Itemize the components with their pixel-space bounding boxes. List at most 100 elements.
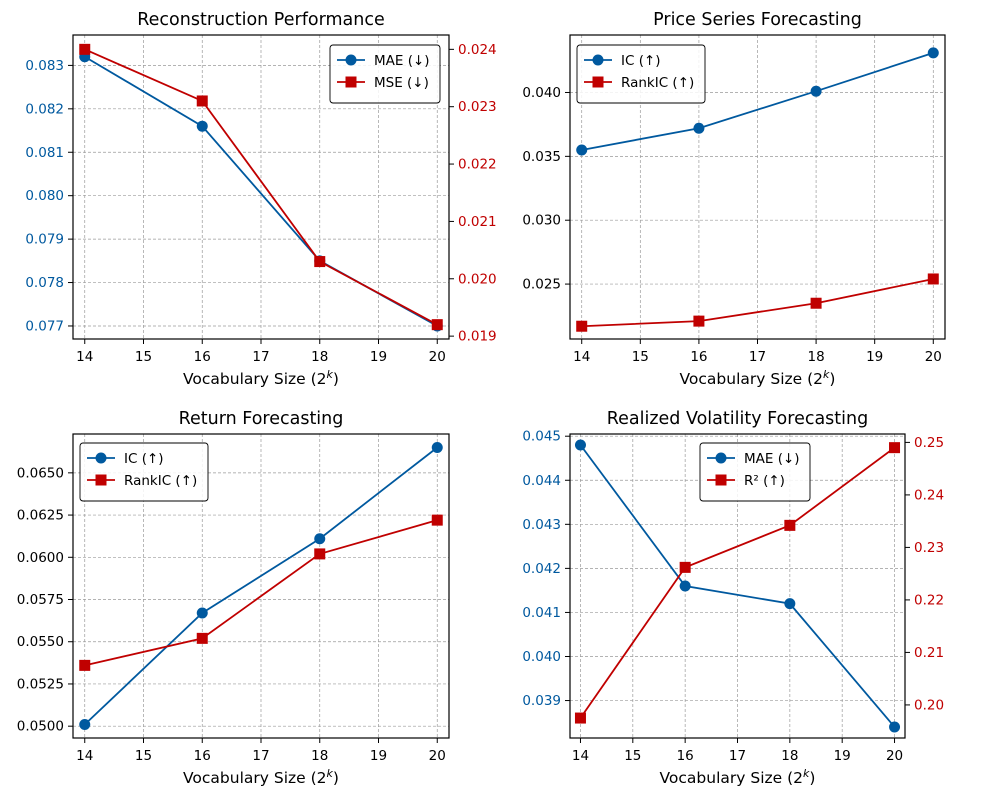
data-point xyxy=(196,95,208,107)
legend: IC (↑) RankIC (↑) xyxy=(576,44,706,104)
y-tick-label: 0.078 xyxy=(25,275,64,291)
y-tick-label: 0.080 xyxy=(25,188,64,204)
legend-marker xyxy=(715,474,727,486)
subplot-1: Reconstruction Performance 14 15 16 17 18 19 20… xyxy=(25,10,496,388)
legend-label: MAE (↓) xyxy=(374,53,430,69)
y2-tick-label: 0.022 xyxy=(458,157,497,173)
x-tick-label: 18 xyxy=(311,748,328,764)
y-tick-label: 0.042 xyxy=(522,561,561,577)
x-tick-label: 15 xyxy=(632,349,649,365)
data-point xyxy=(196,607,208,619)
y-tick-label: 0.025 xyxy=(522,277,561,293)
y-tick-label: 0.045 xyxy=(522,429,561,445)
x-tick-label: 20 xyxy=(886,748,903,764)
x-tick-label: 19 xyxy=(834,748,851,764)
legend-label: IC (↑) xyxy=(124,451,164,467)
y2-tick-label: 0.019 xyxy=(458,329,497,345)
plot-frame xyxy=(72,433,450,739)
chart-title: Reconstruction Performance xyxy=(137,10,384,30)
legend-marker xyxy=(592,54,604,66)
y2-tick-label: 0.024 xyxy=(458,42,497,58)
x-tick-label: 19 xyxy=(370,349,387,365)
y-tick-label: 0.081 xyxy=(25,145,64,161)
y2-tick-label: 0.020 xyxy=(458,271,497,287)
legend-marker xyxy=(345,76,357,88)
x-tick-label: 19 xyxy=(370,748,387,764)
y-tick-label: 0.0625 xyxy=(17,508,64,524)
data-point xyxy=(196,632,208,644)
legend-marker xyxy=(95,452,107,464)
data-point xyxy=(810,85,822,97)
y-tick-label: 0.041 xyxy=(522,605,561,621)
series-line-2 xyxy=(84,48,438,326)
x-tick-label: 16 xyxy=(194,349,211,365)
data-point xyxy=(79,718,91,730)
series-line-2 xyxy=(84,519,438,667)
data-point xyxy=(314,548,326,560)
legend-label: MSE (↓) xyxy=(374,75,429,91)
legend-label: RankIC (↑) xyxy=(621,75,694,91)
data-point xyxy=(314,256,326,268)
y-tick-label: 0.082 xyxy=(25,101,64,117)
data-point xyxy=(79,659,91,671)
series-line-1 xyxy=(579,444,896,728)
y2-tick-label: 0.023 xyxy=(458,99,497,115)
data-point xyxy=(889,442,901,454)
y-tick-label: 0.044 xyxy=(522,473,561,489)
x-tick-label: 14 xyxy=(76,748,93,764)
data-point xyxy=(314,533,326,545)
data-point xyxy=(576,144,588,156)
data-point xyxy=(574,712,586,724)
legend-label: MAE (↓) xyxy=(744,451,800,467)
x-tick-label: 18 xyxy=(781,748,798,764)
data-point xyxy=(431,514,443,526)
x-tick-label: 15 xyxy=(135,349,152,365)
data-point xyxy=(927,47,939,59)
plot-frame xyxy=(569,433,906,739)
data-point xyxy=(679,561,691,573)
x-tick-label: 17 xyxy=(749,349,766,365)
data-point xyxy=(196,120,208,132)
y2-tick-label: 0.21 xyxy=(914,645,944,661)
x-tick-label: 18 xyxy=(311,349,328,365)
y-tick-label: 0.043 xyxy=(522,517,561,533)
x-tick-label: 14 xyxy=(572,748,589,764)
chart-title: Return Forecasting xyxy=(179,409,344,429)
series-line-2 xyxy=(579,446,896,719)
x-tick-label: 17 xyxy=(252,748,269,764)
legend-label: R² (↑) xyxy=(744,473,785,489)
legend-label: IC (↑) xyxy=(621,53,661,69)
legend-label: RankIC (↑) xyxy=(124,473,197,489)
x-tick-label: 16 xyxy=(690,349,707,365)
x-tick-label: 20 xyxy=(429,748,446,764)
y-tick-label: 0.079 xyxy=(25,232,64,248)
chart-title: Price Series Forecasting xyxy=(653,10,862,30)
y-tick-label: 0.083 xyxy=(25,58,64,74)
y2-tick-label: 0.22 xyxy=(914,592,944,608)
y-tick-label: 0.0600 xyxy=(17,550,64,566)
data-point xyxy=(784,598,796,610)
data-point xyxy=(431,319,443,331)
series-line-1 xyxy=(581,52,934,151)
subplot-2: Price Series Forecasting 14 15 16 17 18 19 20 Vo… xyxy=(522,10,946,388)
subplot-4: Realized Volatility Forecasting 14 15 16 17 1… xyxy=(522,409,944,787)
y2-tick-label: 0.23 xyxy=(914,540,944,556)
x-tick-label: 14 xyxy=(76,349,93,365)
y-tick-label: 0.030 xyxy=(522,213,561,229)
plot-frame xyxy=(72,34,450,340)
series-line-2 xyxy=(581,278,934,328)
y2-tick-label: 0.25 xyxy=(914,435,944,451)
legend-marker xyxy=(95,474,107,486)
y-tick-label: 0.077 xyxy=(25,318,64,334)
y-tick-label: 0.0650 xyxy=(17,465,64,481)
data-point xyxy=(679,580,691,592)
y-tick-label: 0.0550 xyxy=(17,634,64,650)
y-tick-label: 0.040 xyxy=(522,649,561,665)
subplot-3: Return Forecasting 14 15 16 17 18 19 20 Vocabula… xyxy=(17,409,450,787)
x-tick-label: 16 xyxy=(194,748,211,764)
y-tick-label: 0.035 xyxy=(522,149,561,165)
x-tick-label: 19 xyxy=(866,349,883,365)
y-tick-label: 0.0525 xyxy=(17,676,64,692)
legend-marker xyxy=(592,76,604,88)
